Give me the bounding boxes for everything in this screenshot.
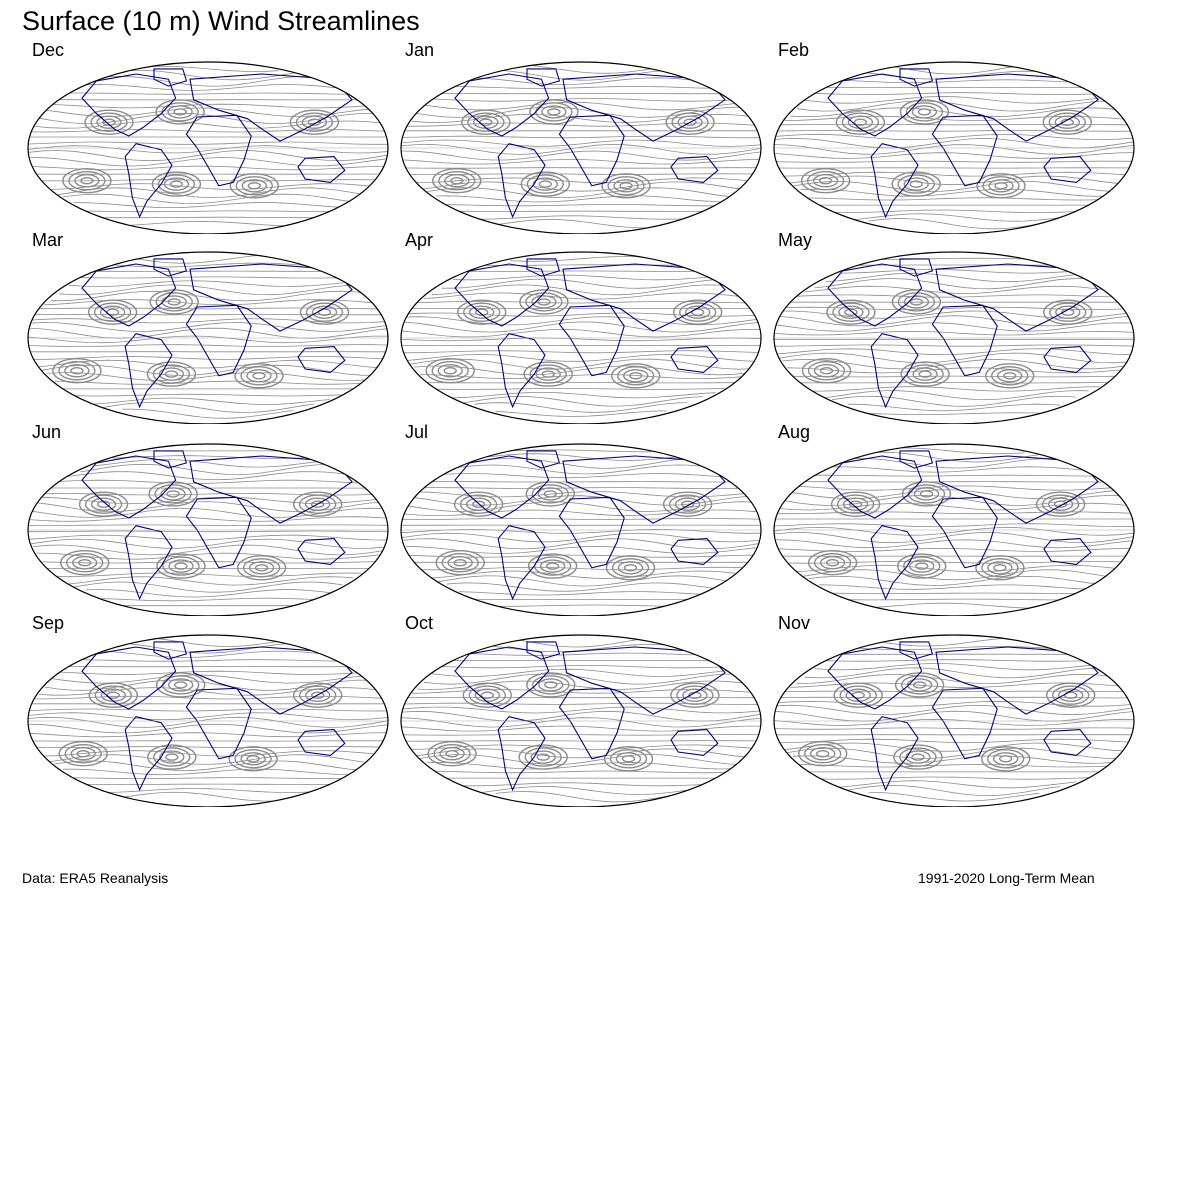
- coastlines: [81, 68, 353, 219]
- streamlines: [774, 637, 1134, 802]
- map-panel-jun: Jun: [26, 422, 396, 616]
- map-outline: [27, 443, 389, 616]
- streamlines: [401, 64, 761, 229]
- coastlines: [827, 68, 1099, 219]
- world-map-streamlines: [27, 251, 389, 424]
- map-outline: [773, 634, 1135, 807]
- circulation-gyres: [432, 99, 715, 199]
- streamlines: [28, 254, 388, 419]
- panel-month-label: May: [778, 230, 813, 250]
- world-map-streamlines: [27, 443, 389, 616]
- map-panel-sep: Sep: [26, 613, 396, 807]
- coastlines: [827, 641, 1099, 792]
- circulation-gyres: [425, 289, 723, 389]
- map-panel-nov: Nov: [772, 613, 1142, 807]
- circulation-gyres: [62, 99, 340, 199]
- coastlines: [827, 450, 1099, 601]
- panel-month-label: Jul: [405, 422, 429, 442]
- circulation-gyres: [801, 289, 1093, 389]
- panel-month-label: Sep: [32, 613, 65, 633]
- circulation-gyres: [58, 672, 343, 772]
- circulation-gyres: [60, 481, 343, 581]
- world-map-streamlines: [773, 251, 1135, 424]
- data-source-note: Data: ERA5 Reanalysis: [22, 870, 169, 886]
- circulation-gyres: [800, 99, 1092, 199]
- map-outline: [773, 443, 1135, 616]
- panel-month-label: Dec: [32, 40, 65, 60]
- streamlines: [28, 450, 388, 607]
- world-map-streamlines: [400, 634, 762, 807]
- world-map-streamlines: [400, 443, 762, 616]
- world-map-streamlines: [400, 61, 762, 234]
- streamlines: [28, 65, 388, 227]
- panel-month-label: Nov: [778, 613, 811, 633]
- map-outline: [27, 251, 389, 424]
- streamlines: [401, 449, 761, 607]
- circulation-gyres: [807, 481, 1086, 581]
- map-panel-jan: Jan: [399, 40, 769, 234]
- coastlines: [454, 258, 726, 409]
- map-outline: [400, 251, 762, 424]
- map-panel-apr: Apr: [399, 230, 769, 424]
- map-panel-jul: Jul: [399, 422, 769, 616]
- coastlines: [81, 258, 353, 409]
- coastlines: [454, 641, 726, 792]
- map-outline: [400, 61, 762, 234]
- map-outline: [400, 443, 762, 616]
- panel-month-label: Jun: [32, 422, 62, 442]
- map-outline: [27, 634, 389, 807]
- figure-title: Surface (10 m) Wind Streamlines: [22, 6, 420, 36]
- world-map-streamlines: [773, 443, 1135, 616]
- circulation-gyres: [427, 672, 720, 772]
- map-panel-feb: Feb: [772, 40, 1142, 234]
- world-map-streamlines: [27, 61, 389, 234]
- streamlines: [401, 637, 761, 803]
- coastlines: [454, 68, 726, 219]
- coastlines: [827, 258, 1099, 409]
- world-map-streamlines: [773, 634, 1135, 807]
- streamlines: [401, 256, 761, 417]
- map-outline: [773, 61, 1135, 234]
- streamlines: [774, 64, 1134, 230]
- circulation-gyres: [52, 289, 350, 389]
- panel-month-label: Mar: [32, 230, 63, 250]
- world-map-streamlines: [773, 61, 1135, 234]
- panel-month-label: Aug: [778, 422, 811, 442]
- map-outline: [27, 61, 389, 234]
- panel-month-label: Apr: [405, 230, 434, 250]
- panel-month-label: Jan: [405, 40, 435, 60]
- world-map-streamlines: [400, 251, 762, 424]
- map-outline: [400, 634, 762, 807]
- map-panel-dec: Dec: [26, 40, 396, 234]
- streamlines: [774, 447, 1134, 609]
- map-outline: [773, 251, 1135, 424]
- streamlines: [774, 257, 1134, 415]
- panel-month-label: Feb: [778, 40, 810, 60]
- panel-month-label: Oct: [405, 613, 434, 633]
- streamlines: [28, 636, 388, 802]
- period-note: 1991-2020 Long-Term Mean: [918, 870, 1095, 886]
- map-panel-mar: Mar: [26, 230, 396, 424]
- circulation-gyres: [435, 481, 713, 581]
- map-panel-may: May: [772, 230, 1142, 424]
- map-panel-oct: Oct: [399, 613, 769, 807]
- map-panel-aug: Aug: [772, 422, 1142, 616]
- world-map-streamlines: [27, 634, 389, 807]
